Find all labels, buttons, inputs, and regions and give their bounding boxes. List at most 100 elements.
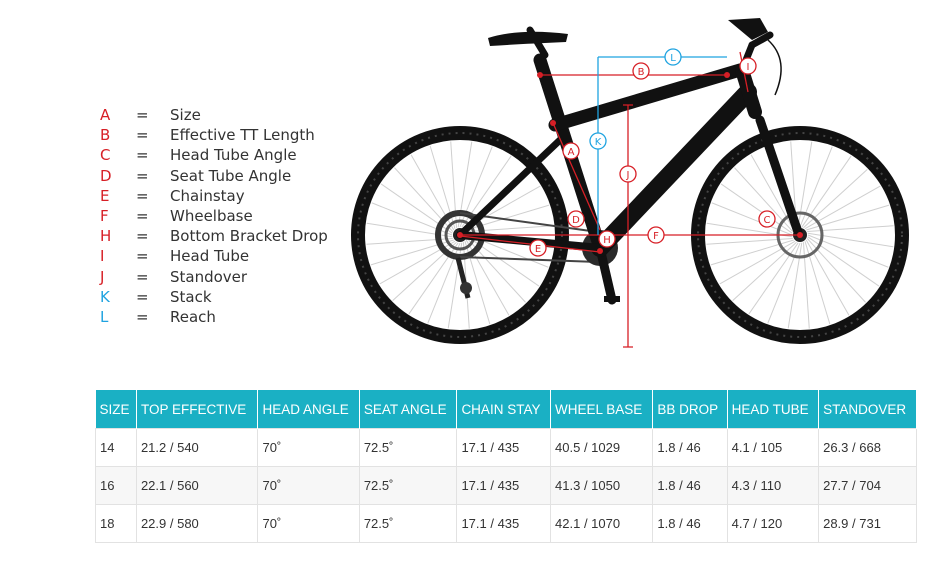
geometry-legend: A = Size B = Effective TT Length C = Head Tube… — [100, 105, 328, 327]
table-cell: 4.1 / 105 — [726, 428, 820, 467]
table-cell: 4.3 / 110 — [726, 466, 820, 505]
diagram-label-h: H — [598, 230, 616, 248]
table-cell: 1.8 / 46 — [652, 428, 728, 467]
table-row: 14 21.2 / 540 70˚ 72.5˚ 17.1 / 435 40.5 … — [95, 428, 917, 467]
handlebar — [728, 18, 782, 96]
legend-text: Stack — [170, 287, 212, 306]
legend-text: Standover — [170, 267, 248, 286]
legend-letter: E — [100, 186, 110, 205]
diagram-label-f: F — [647, 226, 665, 244]
table-cell: 17.1 / 435 — [456, 504, 552, 543]
legend-text: Chainstay — [170, 186, 245, 205]
legend-equals: = — [136, 146, 149, 165]
legend-text: Effective TT Length — [170, 126, 315, 145]
svg-text:B: B — [638, 67, 645, 78]
legend-row: H = Bottom Bracket Drop — [100, 226, 328, 246]
legend-text: Wheelbase — [170, 207, 253, 226]
legend-equals: = — [136, 106, 149, 125]
svg-text:C: C — [764, 215, 771, 226]
legend-text: Size — [170, 106, 201, 125]
table-row: 16 22.1 / 560 70˚ 72.5˚ 17.1 / 435 41.3 … — [95, 466, 917, 505]
table-cell: 18 — [95, 504, 137, 543]
legend-text: Head Tube — [170, 247, 250, 266]
table-cell: 72.5˚ — [358, 428, 458, 467]
column-header: TOP EFFECTIVE — [136, 390, 259, 429]
diagram-label-c: C — [758, 210, 776, 228]
svg-text:E: E — [535, 244, 541, 255]
svg-text:L: L — [670, 53, 676, 64]
column-header: STANDOVER — [818, 390, 917, 429]
table-cell: 70˚ — [257, 504, 360, 543]
table-cell: 21.2 / 540 — [135, 428, 259, 467]
legend-letter: K — [100, 287, 110, 306]
legend-letter: L — [100, 307, 109, 326]
table-cell: 28.9 / 731 — [818, 504, 917, 543]
table-cell: 40.5 / 1029 — [550, 428, 654, 467]
measurement-points — [457, 72, 803, 254]
legend-equals: = — [136, 247, 149, 266]
table-cell: 14 — [95, 428, 137, 467]
svg-text:I: I — [747, 62, 750, 73]
diagram-label-j: J — [619, 165, 637, 183]
diagram-label-e: E — [529, 239, 547, 257]
table-cell: 1.8 / 46 — [652, 466, 728, 505]
legend-equals: = — [136, 287, 149, 306]
legend-equals: = — [136, 307, 149, 326]
table-cell: 16 — [95, 466, 137, 505]
legend-text: Reach — [170, 307, 216, 326]
svg-text:F: F — [653, 231, 659, 242]
column-header: CHAIN STAY — [456, 390, 552, 429]
svg-text:A: A — [568, 147, 575, 158]
table-cell: 1.8 / 46 — [652, 504, 728, 543]
legend-row: D = Seat Tube Angle — [100, 166, 328, 186]
table-cell: 72.5˚ — [358, 504, 458, 543]
table-row: 18 22.9 / 580 70˚ 72.5˚ 17.1 / 435 42.1 … — [95, 504, 917, 543]
diagram-label-d: D — [567, 210, 585, 228]
legend-equals: = — [136, 186, 149, 205]
svg-text:J: J — [626, 170, 630, 181]
legend-equals: = — [136, 166, 149, 185]
legend-row: B = Effective TT Length — [100, 125, 328, 145]
table-cell: 17.1 / 435 — [456, 466, 552, 505]
diagram-label-a: A — [562, 142, 580, 160]
table-cell: 70˚ — [257, 466, 360, 505]
legend-row: L = Reach — [100, 307, 328, 327]
legend-letter: B — [100, 126, 111, 145]
legend-text: Bottom Bracket Drop — [170, 227, 328, 246]
table-cell: 41.3 / 1050 — [550, 466, 654, 505]
bike-geometry-diagram: A B C D E F H I J K L — [351, 18, 909, 348]
table-cell: 17.1 / 435 — [456, 428, 552, 467]
svg-text:H: H — [603, 235, 611, 246]
table-cell: 72.5˚ — [358, 466, 458, 505]
table-cell: 27.7 / 704 — [818, 466, 917, 505]
table-cell: 26.3 / 668 — [818, 428, 917, 467]
legend-row: I = Head Tube — [100, 246, 328, 266]
column-header: HEAD TUBE — [727, 390, 820, 429]
legend-equals: = — [136, 207, 149, 226]
legend-equals: = — [136, 126, 149, 145]
table-cell: 42.1 / 1070 — [550, 504, 654, 543]
table-cell: 4.7 / 120 — [726, 504, 820, 543]
legend-row: A = Size — [100, 105, 328, 125]
column-header: HEAD ANGLE — [257, 390, 360, 429]
column-header: WHEEL BASE — [550, 390, 654, 429]
diagram-label-i: I — [739, 57, 757, 75]
table-cell: 70˚ — [257, 428, 360, 467]
legend-letter: F — [100, 207, 109, 226]
legend-letter: I — [100, 247, 105, 266]
column-header: BB DROP — [652, 390, 728, 429]
table-header-row: SIZE TOP EFFECTIVE HEAD ANGLE SEAT ANGLE… — [95, 390, 917, 429]
diagram-label-l: L — [664, 48, 682, 66]
table-cell: 22.9 / 580 — [135, 504, 259, 543]
legend-equals: = — [136, 227, 149, 246]
legend-letter: J — [100, 267, 105, 286]
legend-text: Head Tube Angle — [170, 146, 297, 165]
legend-row: K = Stack — [100, 287, 328, 307]
legend-letter: A — [100, 106, 111, 125]
legend-letter: H — [100, 227, 112, 246]
legend-letter: D — [100, 166, 112, 185]
geometry-table: SIZE TOP EFFECTIVE HEAD ANGLE SEAT ANGLE… — [95, 390, 917, 543]
legend-text: Seat Tube Angle — [170, 166, 292, 185]
legend-row: J = Standover — [100, 267, 328, 287]
column-header: SEAT ANGLE — [359, 390, 458, 429]
